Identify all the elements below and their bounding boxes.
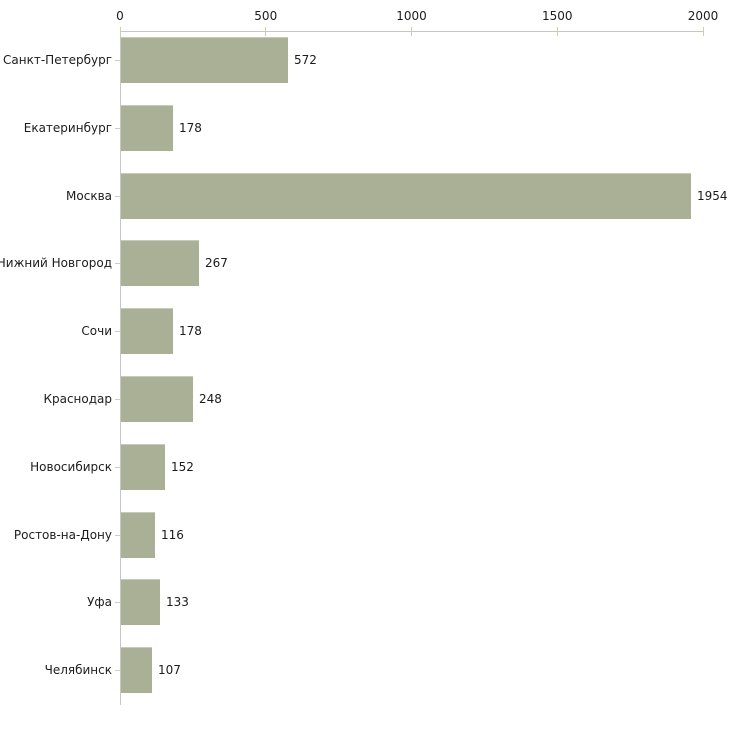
category-label: Нижний Новгород [0, 256, 112, 270]
bar-row: Ростов-на-Дону 116 [0, 512, 730, 558]
x-axis-tick-label: 2000 [687, 9, 719, 23]
category-tick-mark [115, 60, 120, 61]
bar [121, 512, 155, 558]
category-label: Москва [66, 189, 112, 203]
x-axis-tick-label: 1500 [541, 9, 573, 23]
bar-value-label: 248 [199, 392, 222, 406]
bar-value-label: 572 [294, 53, 317, 67]
bar-value-label: 178 [179, 121, 202, 135]
category-tick-mark [115, 467, 120, 468]
x-axis-tick-label: 500 [254, 9, 278, 23]
bar [121, 37, 288, 83]
bar-value-label: 116 [161, 528, 184, 542]
x-axis-tick-mark [702, 27, 704, 36]
category-label: Уфа [87, 595, 112, 609]
category-label: Краснодар [43, 392, 112, 406]
x-axis-line [120, 31, 704, 32]
x-axis-tick-mark [556, 27, 558, 36]
bar [121, 647, 152, 693]
bar [121, 173, 691, 219]
category-label: Новосибирск [30, 460, 112, 474]
bar-row: Сочи 178 [0, 308, 730, 354]
bar-row: Санкт-Петербург 572 [0, 37, 730, 83]
bar [121, 444, 165, 490]
bar-value-label: 267 [205, 256, 228, 270]
bar-value-label: 107 [158, 663, 181, 677]
bar-value-label: 178 [179, 324, 202, 338]
category-label: Сочи [81, 324, 112, 338]
bar [121, 308, 173, 354]
category-tick-mark [115, 399, 120, 400]
category-tick-mark [115, 263, 120, 264]
x-axis-tick-label: 0 [116, 9, 124, 23]
bar-row: Екатеринбург 178 [0, 105, 730, 151]
category-tick-mark [115, 196, 120, 197]
bar-value-label: 152 [171, 460, 194, 474]
bar [121, 105, 173, 151]
bar-row: Новосибирск 152 [0, 444, 730, 490]
category-tick-mark [115, 670, 120, 671]
category-tick-mark [115, 331, 120, 332]
category-label: Ростов-на-Дону [13, 528, 112, 542]
bar [121, 376, 193, 422]
category-label: Екатеринбург [23, 121, 112, 135]
category-tick-mark [115, 128, 120, 129]
category-tick-mark [115, 602, 120, 603]
x-axis-tick-label: 1000 [396, 9, 427, 23]
bar-value-label: 133 [166, 595, 189, 609]
category-label: Санкт-Петербург [3, 53, 112, 67]
category-label: Челябинск [44, 663, 112, 677]
bar-row: Москва 1954 [0, 173, 730, 219]
bar-row: Нижний Новгород 267 [0, 240, 730, 286]
bar [121, 579, 160, 625]
x-axis-tick-mark [265, 27, 267, 36]
x-axis-tick-mark [411, 27, 412, 36]
x-axis-tick-mark [119, 27, 121, 36]
bar-row: Челябинск 107 [0, 647, 730, 693]
category-tick-mark [115, 535, 120, 536]
bar-row: Краснодар 248 [0, 376, 730, 422]
bar [121, 240, 199, 286]
bar-value-label: 1954 [697, 189, 728, 203]
bar-row: Уфа 133 [0, 579, 730, 625]
y-axis-line [120, 31, 121, 705]
